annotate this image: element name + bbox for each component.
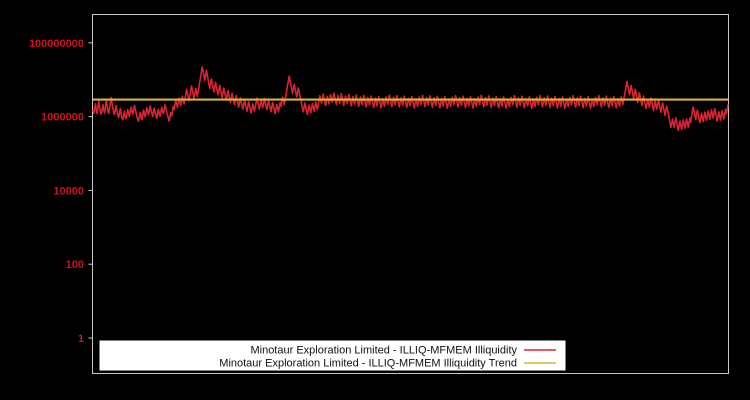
- legend-item-label: Minotaur Exploration Limited - ILLIQ-MFM…: [219, 358, 517, 370]
- legend-item-label: Minotaur Exploration Limited - ILLIQ-MFM…: [250, 345, 517, 357]
- y-axis-tick-label: 100000000: [29, 38, 84, 50]
- y-axis-tick-label: 100: [66, 259, 84, 271]
- y-axis-tick-label: 1000000: [41, 112, 84, 124]
- legend-box[interactable]: Minotaur Exploration Limited - ILLIQ-MFM…: [99, 340, 566, 371]
- legend-background: [99, 340, 566, 371]
- y-axis-tick-label: 1: [78, 333, 84, 345]
- plot-border: [92, 14, 729, 374]
- series-group: [92, 66, 729, 132]
- y-axis-ticks: 100000000 1000000 10000 100 1: [29, 38, 93, 345]
- y-axis-tick-label: 10000: [53, 185, 84, 197]
- plot-area-background: [92, 14, 729, 374]
- illiquidity-line: [92, 66, 729, 132]
